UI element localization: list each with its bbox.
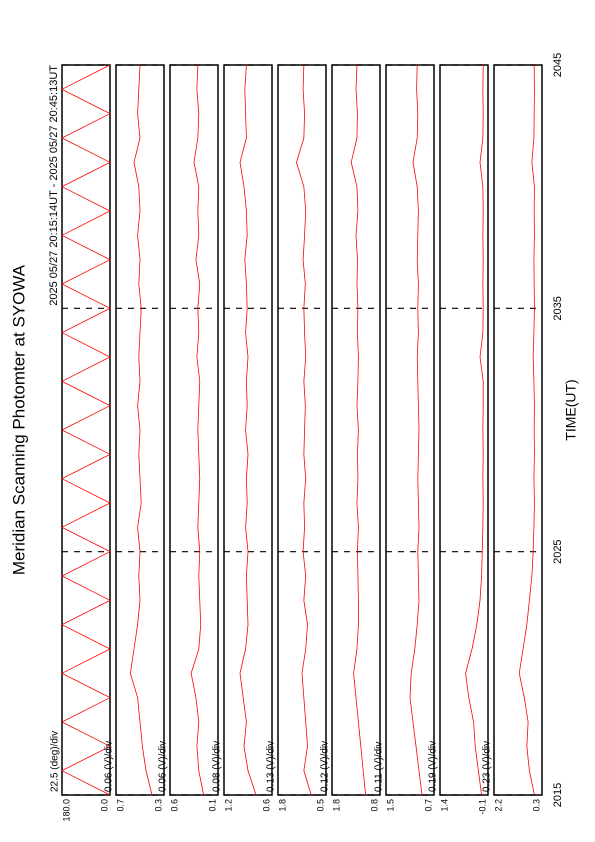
y-tick-label: 0.3 [531, 799, 541, 812]
x-tick-label: 2035 [552, 296, 564, 320]
scale-label: 0.11 (V)/div [374, 742, 385, 792]
subtitle: 2025 05/27 20:15:14UT - 2025 05/27 20:45… [48, 65, 60, 306]
rotated-plot: Meridian Scanning Photomter at SYOWA 202… [9, 53, 578, 822]
y-tick-label: 0.1 [207, 799, 217, 812]
scale-label: 0.13 (V)/div [266, 741, 277, 792]
y-tick-label: 1.8 [277, 799, 287, 812]
data-line [518, 64, 535, 796]
y-tick-label: 1.8 [331, 799, 341, 812]
data-line [350, 64, 366, 796]
y-tick-label: 0.0 [99, 799, 109, 812]
scale-label: 0.06 (V)/div [104, 741, 115, 792]
panel-frame [385, 64, 435, 796]
y-tick-label: 180.0 [61, 799, 71, 822]
y-tick-label: 2.2 [493, 799, 503, 812]
scale-label: 0.19 (V)/div [428, 741, 439, 792]
scale-label: 22.5 (deg)/div [50, 731, 61, 792]
panel-frame [223, 64, 273, 796]
data-line [465, 64, 484, 796]
y-tick-label: 0.7 [115, 799, 125, 812]
y-tick-label: 1.4 [439, 799, 449, 812]
chart-title: Meridian Scanning Photomter at SYOWA [9, 264, 28, 575]
data-line [129, 64, 153, 796]
x-tick-label: 2025 [552, 539, 564, 563]
y-tick-label: 0.6 [169, 799, 179, 812]
scale-label: 0.06 (V)/div [158, 741, 169, 792]
x-tick-label: 2015 [552, 783, 564, 807]
x-tick-label: 2045 [552, 53, 564, 77]
y-tick-label: 0.5 [315, 799, 325, 812]
panel-frame [277, 64, 327, 796]
data-line [61, 64, 111, 796]
panel-frame [493, 64, 543, 796]
data-line [239, 64, 257, 796]
panel-frame [169, 64, 219, 796]
y-tick-label: -0.1 [477, 799, 487, 815]
data-line [190, 64, 204, 796]
y-tick-label: 0.7 [423, 799, 433, 812]
y-tick-label: 0.3 [153, 799, 163, 812]
scale-label: 0.12 (V)/div [320, 741, 331, 792]
y-tick-label: 1.2 [223, 799, 233, 812]
scale-label: 0.08 (V)/div [212, 741, 223, 792]
y-tick-label: 0.8 [369, 799, 379, 812]
panel-frame [331, 64, 381, 796]
data-line [409, 64, 423, 796]
panel-frame [439, 64, 489, 796]
y-tick-label: 0.6 [261, 799, 271, 812]
y-tick-label: 1.5 [385, 799, 395, 812]
data-line [296, 64, 312, 796]
x-axis-label: TIME(UT) [563, 379, 579, 440]
scale-label: 0.23 (V)/div [482, 741, 493, 792]
